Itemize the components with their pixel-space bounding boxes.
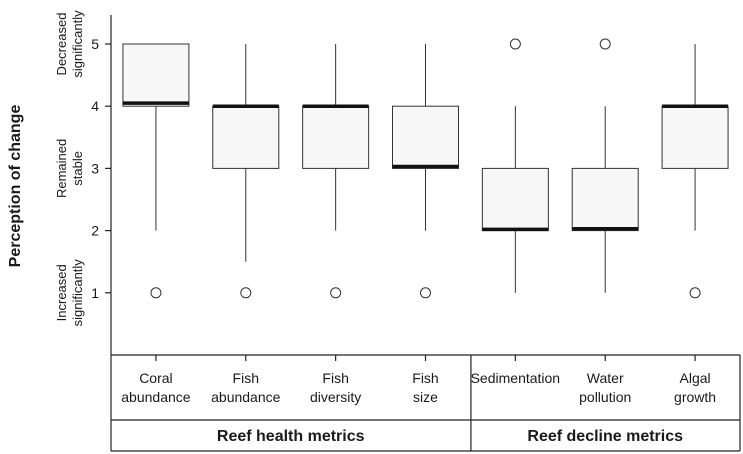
x-category-label: diversity [310,389,361,405]
y-category-label: Decreased [54,13,69,76]
outlier-point [689,287,701,299]
y-category-label: Increased [54,264,69,321]
y-category-label: Remained [54,139,69,198]
box-iqr [481,167,549,232]
box-iqr [571,167,639,232]
box-iqr [302,105,370,169]
y-tick-label: 1 [91,285,99,301]
outlier-point [420,287,431,299]
x-category-label: Water [587,370,624,386]
y-tick-label: 2 [91,223,99,239]
x-category-label: Fish [322,370,348,386]
box-iqr [661,105,729,169]
box-group [571,38,639,293]
box-iqr [212,105,280,169]
y-category-label: stable [70,151,85,186]
box-group [481,38,549,293]
outlier-point [509,38,521,50]
box-group [661,44,729,299]
outlier-point [330,287,342,299]
box-group [122,43,190,299]
x-category-label: growth [674,389,716,405]
outlier-point [150,287,162,299]
x-category-label: Coral [139,370,172,386]
y-tick-label: 3 [91,160,99,176]
outlier-point [599,38,611,50]
x-category-label: Sedimentation [471,370,561,386]
group-label: Reef decline metrics [527,428,683,445]
outlier-point [240,287,252,299]
x-category-label: size [413,389,438,405]
x-category-label: Fish [233,370,259,386]
y-category-label: significantly [70,259,85,327]
x-category-label: abundance [121,389,191,405]
group-label: Reef health metrics [217,428,365,445]
y-tick-label: 5 [91,36,99,52]
y-category-label: significantly [70,10,85,78]
x-category-label: Algal [680,370,711,386]
x-category-label: Fish [412,370,438,386]
box-iqr [122,43,190,107]
box-group [212,44,280,299]
box-group [302,44,370,299]
x-category-label: pollution [579,389,631,405]
x-category-label: abundance [211,389,281,405]
y-axis-title: Perception of change [7,105,24,268]
box-iqr [392,105,459,169]
y-tick-label: 4 [91,98,99,114]
box-group [392,44,459,299]
